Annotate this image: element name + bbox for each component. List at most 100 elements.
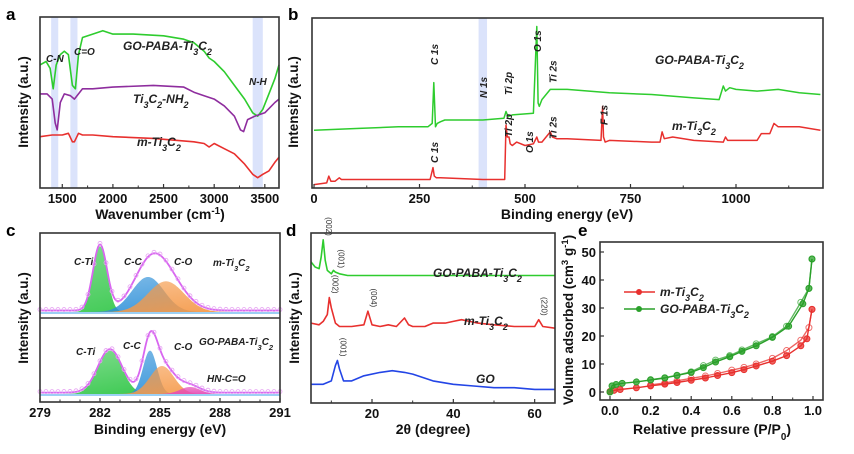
data-point (235, 307, 241, 312)
series-label-ti3c2-nh2: Ti3C2-NH2 (133, 92, 189, 110)
desorption-point (714, 370, 722, 378)
y-axis-label: Volume adsorbed (cm3 g-1) (560, 235, 577, 405)
data-point (241, 307, 247, 312)
desorption-point (701, 372, 709, 380)
data-point (187, 293, 193, 299)
desorption-point (783, 347, 791, 355)
data-point (193, 299, 199, 304)
data-point (265, 389, 271, 395)
band-label-nh: N-H (249, 77, 268, 88)
label-c-c-top: C-C (124, 257, 143, 268)
series-label-m-ti3c2: m-Ti3C2 (137, 135, 181, 153)
data-point (265, 307, 271, 312)
y-axis-label: Intensity (a.u.) (16, 56, 31, 148)
data-point (103, 348, 109, 353)
fit-component-cti (40, 350, 280, 394)
data-point (67, 307, 73, 312)
x-axis-label: 2θ (degree) (396, 421, 470, 437)
adsorption-point (740, 366, 748, 374)
adsorption-point (616, 385, 624, 393)
data-point (217, 389, 223, 394)
data-point (211, 388, 217, 394)
series-label-go: GO (476, 372, 495, 386)
adsorption-point (714, 371, 722, 379)
series-label-go-paba: GO-PABA-Ti3C2 (123, 39, 212, 57)
desorption-point (712, 356, 720, 364)
adsorption-point (799, 300, 807, 308)
data-point (175, 374, 181, 380)
peak-label: (002) (330, 275, 339, 294)
data-point (241, 389, 247, 395)
data-point (67, 389, 73, 394)
adsorption-point (712, 358, 720, 366)
adsorption-point (632, 384, 640, 392)
data-point (157, 251, 163, 257)
peak-label: (002) (324, 217, 333, 236)
data-point (103, 260, 109, 266)
x-tick-label: 0.0 (601, 403, 619, 418)
fit-component-co (40, 366, 280, 394)
data-point (169, 367, 175, 373)
data-point (79, 386, 85, 392)
panel-b-letter: b (288, 5, 298, 24)
y-axis-label: Intensity (a.u.) (16, 272, 31, 364)
desorption-point (783, 322, 791, 330)
adsorption-point (612, 380, 620, 388)
desorption-point (740, 363, 748, 371)
data-point (97, 241, 103, 246)
data-point (181, 285, 187, 291)
label-c-o-bottom: C-O (174, 342, 193, 353)
highlight-band (51, 17, 59, 188)
x-tick-label: 0.4 (682, 403, 701, 418)
data-point (49, 307, 55, 312)
data-point (85, 291, 91, 297)
x-tick-label: 20 (365, 406, 379, 421)
x-tick-label: 0.8 (763, 403, 781, 418)
panel-c-letter: c (6, 221, 15, 240)
data-point (139, 261, 145, 267)
panel-b-xps-survey: 0 250 500 750 1000 Binding energy (eV) Intensi… (286, 17, 824, 222)
data-point (217, 306, 223, 312)
data-point (271, 307, 277, 312)
x-tick-label: 1.0 (804, 403, 822, 418)
data-point (223, 389, 229, 394)
panel-d-letter: d (286, 221, 296, 240)
peak-label-o1s: O 1s (533, 30, 544, 52)
data-point (97, 358, 103, 364)
legend-label-1: GO-PABA-Ti3C2 (660, 302, 749, 320)
adsorption-point (699, 364, 707, 372)
x-tick-label: 291 (269, 405, 291, 420)
data-point (247, 307, 253, 312)
data-point (91, 371, 97, 377)
axes-frame (39, 16, 280, 189)
desorption-point (738, 346, 746, 354)
adsorption-point (783, 352, 791, 360)
x-axis-label: Wavenumber (cm-1) (95, 206, 225, 223)
series-line-1 (313, 105, 821, 186)
series-line-0 (310, 239, 555, 277)
series-line-2 (311, 359, 555, 391)
adsorption-line-1 (609, 258, 813, 393)
data-point (55, 307, 61, 312)
series-line-2 (39, 132, 280, 179)
x-tick-label: 2500 (149, 191, 178, 206)
data-point (229, 307, 235, 312)
data-point (133, 273, 139, 278)
adsorption-point (687, 376, 695, 384)
desorption-point (673, 371, 681, 379)
axes-frame (310, 232, 556, 404)
data-point (55, 389, 61, 394)
legend-marker (636, 306, 642, 312)
data-point (163, 257, 169, 263)
x-tick-label: 40 (446, 406, 460, 421)
y-tick-label: 50 (582, 245, 596, 260)
label-c-ti-top: C-Ti (74, 257, 93, 268)
peak-label-ti2p: Ti 2p (504, 72, 515, 95)
data-point (253, 307, 259, 312)
data-point (121, 366, 127, 372)
data-point (127, 376, 133, 382)
adsorption-point (785, 322, 793, 330)
data-point (85, 381, 91, 386)
label-c-o-top: C-O (174, 257, 193, 268)
desorption-point (726, 352, 734, 360)
